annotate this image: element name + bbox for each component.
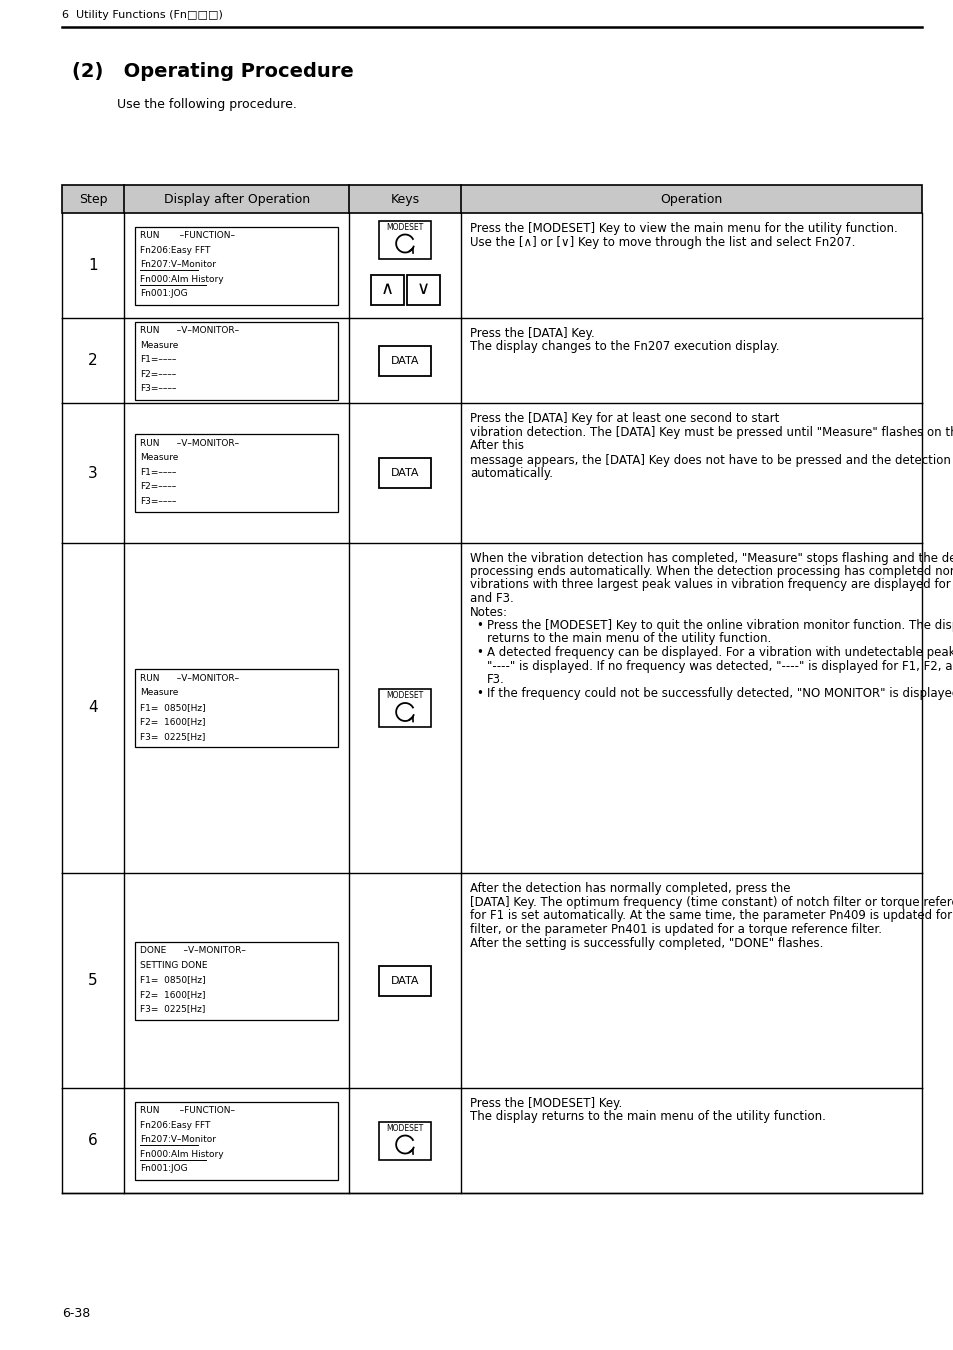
Text: MODESET: MODESET	[386, 223, 423, 232]
Text: DONE      –V–MONITOR–: DONE –V–MONITOR–	[140, 946, 246, 956]
Text: vibration detection. The [DATA] Key must be pressed until "Measure" flashes on t: vibration detection. The [DATA] Key must…	[470, 427, 953, 439]
Text: message appears, the [DATA] Key does not have to be pressed and the detection co: message appears, the [DATA] Key does not…	[470, 454, 953, 467]
Text: Fn207:V–Monitor: Fn207:V–Monitor	[140, 1135, 215, 1145]
Text: 1: 1	[88, 258, 97, 273]
Text: F3=––––: F3=––––	[140, 497, 176, 506]
Bar	[62, 185, 921, 213]
Text: RUN      –V–MONITOR–: RUN –V–MONITOR–	[140, 439, 239, 448]
Text: DATA: DATA	[391, 355, 419, 366]
Text: After the setting is successfully completed, "DONE" flashes.: After the setting is successfully comple…	[470, 937, 822, 950]
Bar	[378, 458, 431, 487]
Text: RUN       –FUNCTION–: RUN –FUNCTION–	[140, 1107, 234, 1115]
Text: Use the [∧] or [∨] Key to move through the list and select Fn207.: Use the [∧] or [∨] Key to move through t…	[470, 236, 855, 250]
Text: Use the following procedure.: Use the following procedure.	[117, 99, 296, 111]
Text: 2: 2	[88, 352, 97, 369]
Text: •: •	[476, 620, 482, 632]
Text: F1=  0850[Hz]: F1= 0850[Hz]	[140, 703, 205, 711]
Text: F3=  0225[Hz]: F3= 0225[Hz]	[140, 1004, 205, 1012]
Bar	[378, 965, 431, 995]
Text: and F3.: and F3.	[470, 591, 514, 605]
Text: Press the [MODESET] Key to quit the online vibration monitor function. The displ: Press the [MODESET] Key to quit the onli…	[487, 620, 953, 632]
Text: F1=––––: F1=––––	[140, 468, 176, 477]
Text: Press the [DATA] Key.: Press the [DATA] Key.	[470, 327, 594, 340]
Text: F2=  1600[Hz]: F2= 1600[Hz]	[140, 717, 205, 726]
Text: F2=––––: F2=––––	[140, 370, 176, 379]
Bar	[371, 274, 403, 305]
Bar	[378, 1122, 431, 1160]
Text: If the frequency could not be successfully detected, "NO MONITOR" is displayed.: If the frequency could not be successful…	[487, 687, 953, 701]
Text: Measure: Measure	[140, 454, 178, 462]
Text: Display after Operation: Display after Operation	[163, 193, 310, 205]
Text: 4: 4	[88, 701, 97, 716]
Text: Press the [MODESET] Key to view the main menu for the utility function.: Press the [MODESET] Key to view the main…	[470, 221, 897, 235]
Text: •: •	[476, 647, 482, 659]
Text: After this: After this	[470, 439, 523, 452]
Text: Fn001:JOG: Fn001:JOG	[140, 289, 188, 298]
Text: Fn001:JOG: Fn001:JOG	[140, 1164, 188, 1173]
Text: Fn207:V–Monitor: Fn207:V–Monitor	[140, 261, 215, 269]
Bar	[134, 227, 338, 305]
Text: Measure: Measure	[140, 340, 178, 350]
Text: "----" is displayed. If no frequency was detected, "----" is displayed for F1, F: "----" is displayed. If no frequency was…	[487, 660, 953, 672]
Text: MODESET: MODESET	[386, 691, 423, 701]
Text: SETTING DONE: SETTING DONE	[140, 961, 207, 969]
Text: ∨: ∨	[416, 281, 429, 298]
Text: The display changes to the Fn207 execution display.: The display changes to the Fn207 executi…	[470, 340, 779, 354]
Text: Step: Step	[79, 193, 107, 205]
Bar	[378, 346, 431, 375]
Text: 3: 3	[88, 466, 98, 481]
Text: filter, or the parameter Pn401 is updated for a torque reference filter.: filter, or the parameter Pn401 is update…	[470, 922, 882, 936]
Text: Fn000:Alm History: Fn000:Alm History	[140, 1150, 223, 1158]
Text: After the detection has normally completed, press the: After the detection has normally complet…	[470, 882, 790, 895]
Text: vibrations with three largest peak values in vibration frequency are displayed f: vibrations with three largest peak value…	[470, 578, 953, 591]
Text: RUN      –V–MONITOR–: RUN –V–MONITOR–	[140, 327, 239, 335]
Text: F1=––––: F1=––––	[140, 355, 176, 364]
Bar	[134, 1102, 338, 1180]
Text: RUN       –FUNCTION–: RUN –FUNCTION–	[140, 231, 234, 240]
Text: Measure: Measure	[140, 688, 178, 698]
Bar	[406, 274, 439, 305]
Text: DATA: DATA	[391, 468, 419, 478]
Text: 6: 6	[88, 1133, 98, 1147]
Text: •: •	[476, 687, 482, 701]
Bar	[134, 321, 338, 400]
Text: for F1 is set automatically. At the same time, the parameter Pn409 is updated fo: for F1 is set automatically. At the same…	[470, 910, 953, 922]
Text: Press the [MODESET] Key.: Press the [MODESET] Key.	[470, 1098, 621, 1110]
Text: The display returns to the main menu of the utility function.: The display returns to the main menu of …	[470, 1110, 825, 1123]
Text: processing ends automatically. When the detection processing has completed norma: processing ends automatically. When the …	[470, 566, 953, 578]
Bar	[134, 670, 338, 747]
Text: F2=  1600[Hz]: F2= 1600[Hz]	[140, 990, 205, 999]
Bar	[378, 688, 431, 728]
Text: returns to the main menu of the utility function.: returns to the main menu of the utility …	[487, 632, 770, 645]
Text: Operation: Operation	[659, 193, 721, 205]
Text: RUN      –V–MONITOR–: RUN –V–MONITOR–	[140, 674, 239, 683]
Text: DATA: DATA	[391, 976, 419, 986]
Text: 6  Utility Functions (Fn□□□): 6 Utility Functions (Fn□□□)	[62, 9, 223, 20]
Bar	[378, 220, 431, 258]
Text: F3=  0225[Hz]: F3= 0225[Hz]	[140, 732, 205, 741]
Text: Fn206:Easy FFT: Fn206:Easy FFT	[140, 246, 210, 255]
Text: 6-38: 6-38	[62, 1307, 91, 1320]
Text: Keys: Keys	[390, 193, 419, 205]
Text: F1=  0850[Hz]: F1= 0850[Hz]	[140, 975, 205, 984]
Text: automatically.: automatically.	[470, 467, 553, 479]
Text: [DATA] Key. The optimum frequency (time constant) of notch filter or torque refe: [DATA] Key. The optimum frequency (time …	[470, 896, 953, 909]
Bar	[134, 941, 338, 1019]
Text: (2)   Operating Procedure: (2) Operating Procedure	[71, 62, 354, 81]
Bar	[134, 433, 338, 512]
Text: F2=––––: F2=––––	[140, 482, 176, 491]
Text: MODESET: MODESET	[386, 1125, 423, 1133]
Text: F3.: F3.	[487, 672, 504, 686]
Text: Press the [DATA] Key for at least one second to start: Press the [DATA] Key for at least one se…	[470, 412, 779, 425]
Text: Notes:: Notes:	[470, 606, 508, 618]
Text: Fn000:Alm History: Fn000:Alm History	[140, 274, 223, 284]
Text: 5: 5	[88, 973, 97, 988]
Text: A detected frequency can be displayed. For a vibration with undetectable peak fr: A detected frequency can be displayed. F…	[487, 647, 953, 659]
Text: Fn206:Easy FFT: Fn206:Easy FFT	[140, 1120, 210, 1130]
Text: F3=––––: F3=––––	[140, 385, 176, 393]
Text: ∧: ∧	[380, 281, 394, 298]
Text: When the vibration detection has completed, "Measure" stops flashing and the det: When the vibration detection has complet…	[470, 552, 953, 566]
